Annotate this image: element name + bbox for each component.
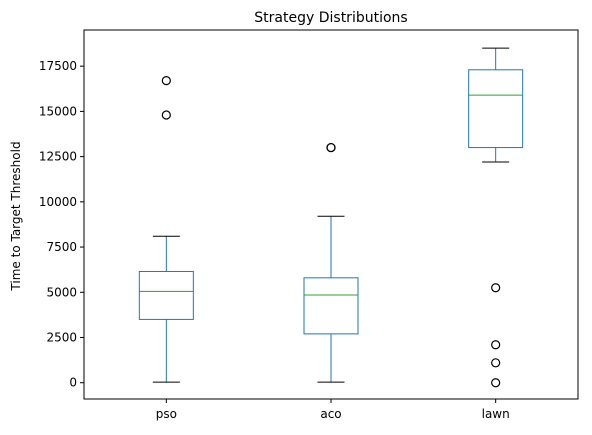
x-tick-label: pso: [156, 407, 177, 421]
plot-frame: [83, 29, 579, 400]
y-tick-label: 12500: [39, 150, 77, 164]
box: [138, 270, 194, 320]
outlier-point: [326, 142, 336, 153]
y-tick-label: 17500: [39, 59, 77, 73]
outlier-point: [491, 283, 501, 293]
y-tick-label: 15000: [39, 104, 77, 118]
outlier-point: [491, 378, 501, 388]
y-tick-label: 0: [69, 376, 77, 390]
outlier-point: [161, 110, 171, 120]
y-axis-label: Time to Target Threshold: [9, 141, 23, 291]
y-tick-label: 7500: [46, 240, 77, 254]
y-tick-label: 2500: [46, 331, 77, 345]
chart-title: Strategy Distributions: [254, 10, 407, 26]
y-tick-label: 10000: [39, 195, 77, 209]
x-tick-label: aco: [320, 407, 341, 421]
plot-area: 0 2500 5000 7500 10000 12500 15000 17500 pso aco l…: [39, 47, 524, 421]
outlier-point: [491, 358, 501, 368]
x-tick-label: lawn: [482, 407, 510, 421]
outlier-point: [491, 340, 501, 350]
outlier-point: [161, 76, 171, 86]
box: [468, 69, 524, 149]
box: [303, 277, 359, 335]
y-tick-label: 5000: [46, 285, 77, 299]
